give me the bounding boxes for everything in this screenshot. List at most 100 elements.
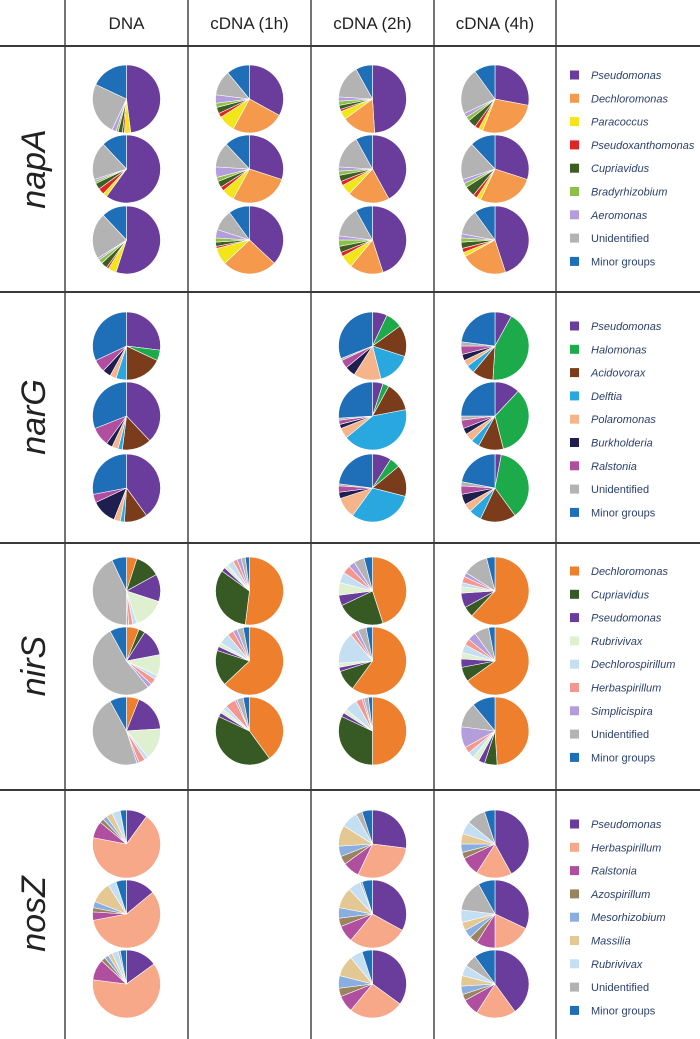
pie-slice-pseudomonas — [372, 949, 407, 1005]
legend-label-pseudomonas: Pseudomonas — [591, 613, 662, 625]
gene-label-napA: napA — [15, 129, 53, 208]
pie-slice-minor-groups — [472, 696, 496, 732]
column-header-cdna-1h: cDNA (1h) — [210, 14, 288, 33]
pie-nosZ-cdna-2h-rep1 — [338, 809, 407, 879]
pie-slice-pseudomonas — [494, 205, 530, 273]
pie-slice-minor-groups — [95, 64, 127, 100]
pie-slice-minor-groups — [109, 696, 127, 732]
legend-label-pseudomonas: Pseudomonas — [591, 70, 662, 82]
legend-swatch-minor-groups — [570, 1005, 579, 1015]
legend-label-minor-groups: Minor groups — [591, 1005, 656, 1017]
legend-label-unidentified: Unidentified — [591, 729, 649, 741]
pie-slice-cupriavidus — [338, 716, 373, 766]
pie-slice-minor-groups — [361, 949, 373, 985]
pie-napA-cdna-2h-rep1 — [338, 64, 407, 134]
legend-label-burkholderia: Burkholderia — [591, 438, 653, 450]
legend-label-cupriavidus: Cupriavidus — [591, 163, 650, 175]
legend-swatch-pseudomonas — [570, 70, 579, 80]
legend-swatch-minor-groups — [570, 752, 579, 762]
pie-narG-cdna-2h-rep1 — [338, 311, 407, 381]
pie-slice-minor-groups — [338, 311, 373, 359]
legend-swatch-aeromonas — [570, 210, 579, 220]
legend-swatch-simplicispira — [570, 706, 579, 716]
pie-nosZ-cdna-2h-rep2 — [338, 879, 407, 949]
legend-swatch-polaromonas — [570, 414, 579, 424]
pie-slice-minor-groups — [92, 381, 127, 429]
gene-label-narG: narG — [15, 379, 53, 455]
pie-slice-minor-groups — [484, 809, 496, 845]
legend-label-ralstonia: Ralstonia — [591, 461, 637, 473]
pie-slice-pseudomonas — [106, 134, 161, 204]
pie-slice-dechloromonas — [244, 556, 284, 626]
pie-slice-minor-groups — [92, 311, 127, 361]
pie-nirS-cdna-2h-rep1 — [338, 556, 407, 626]
pie-slice-minor-groups — [367, 696, 373, 732]
pie-slice-herbaspirillum — [476, 983, 516, 1019]
legend-swatch-dechloromonas — [570, 566, 579, 576]
pie-narG-cdna-4h-rep2 — [460, 381, 530, 451]
legend-swatch-rubrivivax — [570, 636, 579, 646]
pie-slice-minor-groups — [92, 453, 127, 495]
legend-label-minor-groups: Minor groups — [591, 507, 656, 519]
pie-nirS-cdna-1h-rep3 — [215, 696, 284, 766]
legend-label-pseudoxanthomonas: Pseudoxanthomonas — [591, 140, 695, 152]
legend-label-delftia: Delftia — [591, 391, 622, 403]
pie-slice-dechloromonas — [464, 239, 506, 275]
legend-narG: Pseudomonas Halomonas Acidovorax Delftia Pol… — [570, 321, 662, 519]
legend-swatch-pseudomonas — [570, 613, 579, 623]
pie-napA-cdna-1h-rep1 — [215, 64, 284, 134]
pie-slice-dechloromonas — [372, 556, 407, 624]
legend-swatch-ralstonia — [570, 866, 579, 876]
pie-nirS-dna-rep3 — [92, 696, 161, 766]
pie-slice-unidentified — [92, 214, 127, 259]
pie-slice-herbaspirillum — [92, 816, 161, 879]
pie-nosZ-cdna-4h-rep2 — [460, 879, 530, 949]
pie-slice-pseudomonas — [249, 64, 284, 116]
pie-slice-minor-groups — [478, 879, 496, 915]
pie-slice-minor-groups — [474, 949, 496, 985]
column-header-dna: DNA — [109, 14, 146, 33]
pie-slice-minor-groups — [460, 311, 496, 347]
pie-nirS-dna-rep1 — [92, 556, 161, 626]
gene-label-nosZ: nosZ — [15, 875, 53, 952]
pie-napA-cdna-2h-rep3 — [338, 205, 407, 275]
pie-slice-pseudomonas — [372, 809, 407, 849]
pie-napA-cdna-4h-rep3 — [460, 205, 530, 275]
pie-slice-minor-groups — [471, 134, 496, 170]
pie-slice-unidentified — [92, 700, 138, 766]
pie-slice-pseudomonas — [494, 134, 530, 180]
legend-swatch-halomonas — [570, 344, 579, 354]
pie-nirS-cdna-2h-rep2 — [338, 626, 407, 696]
legend-swatch-pseudomonas — [570, 321, 579, 331]
pie-nosZ-cdna-4h-rep3 — [460, 949, 530, 1019]
pie-slice-pseudomonas — [494, 64, 530, 106]
pie-slice-herbaspirillum — [92, 891, 161, 949]
pie-napA-dna-rep3 — [92, 205, 161, 275]
pie-slice-minor-groups — [227, 64, 250, 100]
legend-label-ralstonia: Ralstonia — [591, 866, 637, 878]
pie-slice-pseudomonas — [126, 311, 161, 351]
column-header-cdna-2h: cDNA (2h) — [333, 14, 411, 33]
legend-swatch-unidentified — [570, 484, 579, 494]
pie-napA-cdna-4h-rep2 — [460, 134, 530, 204]
pie-slice-pseudomonas — [249, 205, 284, 264]
pie-slice-delftia — [352, 487, 406, 523]
pie-napA-dna-rep1 — [92, 64, 161, 134]
pie-slice-pseudomonas — [126, 453, 161, 516]
legend-label-polaromonas: Polaromonas — [591, 414, 656, 426]
pie-nirS-dna-rep2 — [92, 626, 161, 696]
pie-slice-minor-groups — [119, 949, 127, 985]
legend-label-simplicispira: Simplicispira — [591, 706, 653, 718]
pie-slice-herbaspirillum — [357, 843, 407, 879]
pie-slice-delftia — [345, 409, 407, 451]
pie-nosZ-dna-rep3 — [92, 949, 161, 1019]
pie-slice-dechloromonas — [232, 168, 283, 204]
pie-slice-dechloromonas — [348, 168, 390, 204]
legend-label-halomonas: Halomonas — [591, 344, 647, 356]
pie-slice-halomonas — [492, 315, 530, 381]
pie-slice-dechloromonas — [224, 626, 284, 696]
legend-swatch-rubrivivax — [570, 959, 579, 969]
pie-napA-cdna-2h-rep2 — [338, 134, 407, 204]
pie-slice-pseudomonas — [372, 879, 407, 931]
pie-nirS-cdna-4h-rep1 — [460, 556, 530, 626]
